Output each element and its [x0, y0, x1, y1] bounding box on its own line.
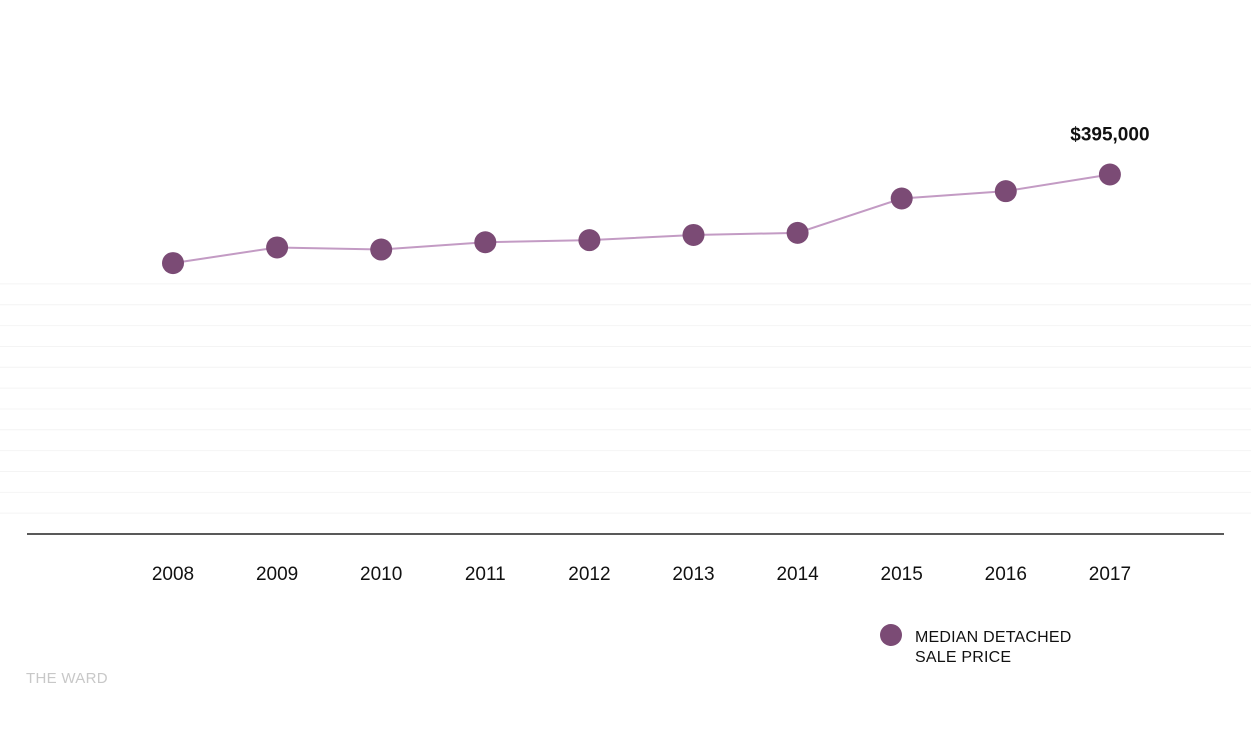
data-label: $395,000 [1070, 125, 1149, 146]
legend-label-line1: MEDIAN DETACHED [915, 629, 1072, 646]
x-tick-label: 2010 [360, 564, 402, 585]
data-point [474, 231, 497, 254]
x-tick-label: 2013 [672, 564, 714, 585]
data-point [578, 229, 601, 252]
x-tick-label: 2009 [256, 564, 298, 585]
series-line [172, 173, 1111, 265]
data-point [890, 187, 913, 210]
x-tick-label: 2012 [568, 564, 610, 585]
x-tick-label: 2017 [1089, 564, 1131, 585]
data-point [786, 221, 809, 244]
x-tick-label: 2015 [881, 564, 923, 585]
data-point [162, 252, 184, 275]
x-tick-label: 2016 [985, 564, 1027, 585]
legend-label-line2: SALE PRICE [915, 649, 1012, 666]
x-tick-label: 2011 [465, 564, 506, 585]
x-tick-label: 2008 [152, 564, 194, 585]
data-point [682, 223, 705, 246]
x-tick-label: 2014 [776, 564, 819, 585]
data-point [266, 236, 289, 259]
source-credit: THE WARD [26, 670, 108, 687]
legend-label: MEDIAN DETACHED SALE PRICE [915, 628, 1072, 668]
legend-marker [880, 624, 902, 646]
data-point [1098, 163, 1121, 186]
data-point [370, 238, 393, 261]
data-point [994, 180, 1017, 203]
legend: MEDIAN DETACHED SALE PRICE [880, 624, 1120, 674]
